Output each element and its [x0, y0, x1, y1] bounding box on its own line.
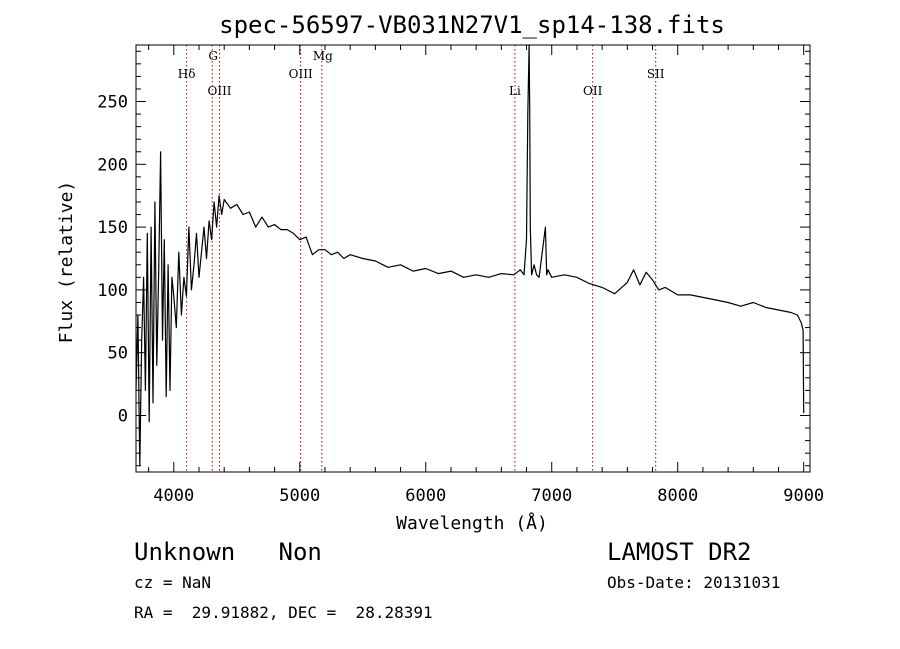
- axis-ticks: [136, 45, 810, 472]
- x-tick-label: 4000: [153, 486, 194, 506]
- line-marker-label: SII: [647, 67, 665, 81]
- line-marker-label: Hδ: [178, 67, 196, 81]
- line-marker-label: Li: [509, 84, 521, 98]
- y-tick-label: 0: [118, 406, 128, 426]
- line-marker-label: G: [208, 49, 218, 63]
- chart-title: spec-56597-VB031N27V1_sp14-138.fits: [219, 11, 725, 39]
- obs-date: Obs-Date: 20131031: [607, 573, 781, 592]
- line-marker-label: Mg: [313, 49, 333, 63]
- y-axis-label: Flux (relative): [56, 181, 77, 344]
- spectrum-line: [135, 44, 805, 467]
- x-tick-label: 5000: [279, 486, 320, 506]
- object-line: Unknown Non: [134, 538, 322, 566]
- plot-frame: [135, 44, 811, 473]
- x-axis-label: Wavelength (Å): [396, 512, 548, 534]
- radec-line: RA = 29.91882, DEC = 28.28391: [134, 603, 433, 622]
- y-tick-label: 100: [97, 281, 128, 301]
- x-tick-label: 7000: [531, 486, 572, 506]
- y-tick-label: 50: [108, 344, 128, 364]
- y-tick-label: 150: [97, 218, 128, 238]
- cz-line: cz = NaN: [134, 573, 212, 592]
- x-tick-label: 8000: [657, 486, 698, 506]
- y-tick-label: 250: [97, 93, 128, 113]
- survey-label: LAMOST DR2: [607, 538, 752, 566]
- x-tick-labels: 4000 5000 6000 7000 8000 9000: [153, 486, 824, 506]
- y-tick-labels: 0 50 100 150 200 250: [97, 93, 128, 427]
- line-marker-label: OIII: [207, 84, 231, 98]
- line-marker-label: OII: [583, 84, 603, 98]
- x-tick-label: 9000: [783, 486, 824, 506]
- x-tick-label: 6000: [405, 486, 446, 506]
- line-marker-label: OIII: [289, 67, 313, 81]
- y-tick-label: 200: [97, 155, 128, 175]
